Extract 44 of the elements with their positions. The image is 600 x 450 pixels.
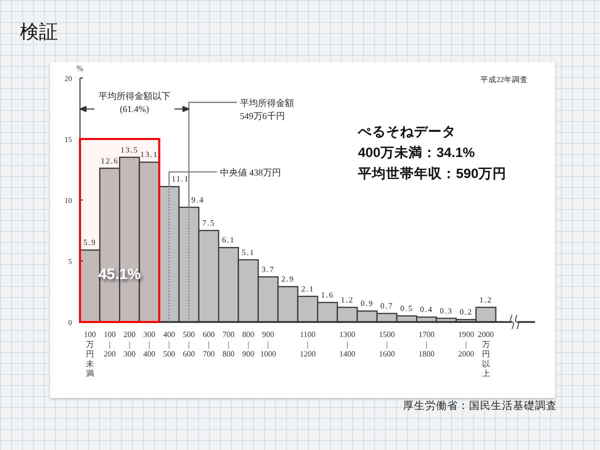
- x-tick-label: 500 | 600: [182, 330, 195, 359]
- data-label: 0.2: [460, 308, 473, 317]
- data-label: 2.1: [301, 284, 314, 294]
- x-tick-label: 2000万円以上: [478, 330, 494, 378]
- data-label: 2.9: [281, 274, 294, 284]
- x-tick-label: 600 | 700: [202, 330, 215, 359]
- x-tick-label: 1100 | 1200: [300, 330, 316, 359]
- data-label: 1.6: [321, 290, 334, 300]
- text: 厚生労働省：国民生活基礎調査: [403, 399, 557, 412]
- x-tick-label: 200 | 300: [124, 330, 136, 359]
- x-tick-label: 1500 | 1600: [378, 330, 395, 359]
- x-tick-label: 900 | 1000: [260, 330, 276, 359]
- ref-line-label: 中央値 438万円: [220, 167, 281, 178]
- ref-line-label: 平均所得金額 549万6千円: [240, 98, 294, 121]
- chart-title: 検証: [20, 22, 58, 43]
- x-tick-label: 100万円未満: [84, 330, 96, 378]
- data-label: 0.9: [360, 299, 374, 308]
- data-label: 0.3: [440, 306, 453, 316]
- annotation: 平均所得金額以下 (61.4%): [98, 91, 170, 114]
- data-label: 13.1: [140, 150, 158, 160]
- data-label: 0.5: [400, 304, 414, 313]
- data-label: 0.7: [380, 301, 394, 310]
- data-label: 12.6: [100, 156, 119, 166]
- data-label: 6.1: [222, 236, 235, 245]
- data-label: 9.4: [191, 195, 204, 204]
- x-tick-label: 800 | 900: [242, 330, 254, 359]
- x-tick-label: 1300 | 1400: [339, 330, 356, 359]
- x-tick-label: 400 | 500: [163, 330, 176, 359]
- data-label: 3.7: [262, 264, 275, 274]
- data-label: 5.9: [83, 238, 96, 248]
- data-label: 1.2: [340, 295, 354, 304]
- annotation: ぺるそねデータ 400万未満：34.1% 平均世帯年収：590万円: [357, 124, 507, 181]
- x-tick-label: 100 | 200: [104, 330, 116, 359]
- data-label: 1.2: [479, 295, 492, 304]
- x-tick-label: 700 | 800: [222, 330, 234, 359]
- x-tick-label: 1900 | 2000: [458, 330, 474, 359]
- data-label: 11.1: [172, 174, 190, 184]
- x-tick-label: 300 | 400: [143, 330, 156, 359]
- data-label: 7.5: [202, 218, 216, 228]
- data-label: 5.1: [242, 248, 255, 257]
- data-label: 13.5: [120, 145, 138, 154]
- data-label: 0.4: [420, 305, 433, 314]
- y-axis-title: %: [76, 64, 84, 73]
- x-tick-label: 1700 | 1800: [418, 330, 434, 359]
